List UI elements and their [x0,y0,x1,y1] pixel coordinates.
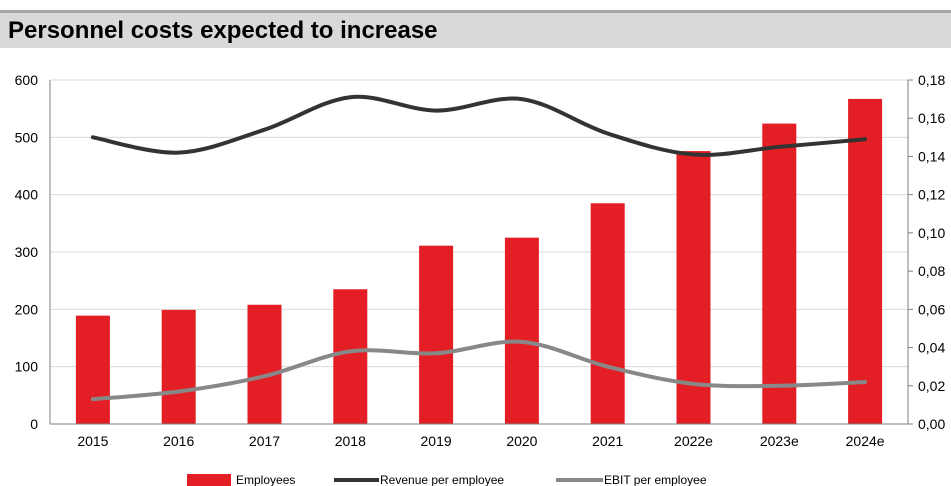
y-right-tick-label: 0,10 [918,225,945,241]
chart-title: Personnel costs expected to increase [8,17,438,44]
bar-employees [762,123,797,424]
legend-label-revenue: Revenue per employee [380,473,504,486]
bar-employees [676,151,711,425]
line-ebit-per-employee [90,339,868,402]
legend-label-ebit: EBIT per employee [604,473,707,486]
series-lines [90,94,868,402]
x-tick-label: 2018 [335,433,366,449]
x-tick-label: 2024e [846,433,885,449]
bar-employees [590,203,625,424]
bar-employees [75,315,110,424]
y-right-tick-label: 0,12 [918,187,945,203]
legend-label-employees: Employees [236,473,295,486]
y-right-tick-label: 0,00 [918,416,945,432]
title-bar: Personnel costs expected to increase [0,13,951,48]
y-left-tick-label: 400 [15,187,39,203]
bar-employees [161,309,196,424]
axes: 0 100 200 300 400 500 600 0,00 0,02 0,04 0,06 0,08 0… [15,72,946,449]
legend: Employees Revenue per employee EBIT per em… [187,473,707,486]
y-left-tick-label: 600 [15,72,39,88]
line-revenue-per-employee [90,94,868,157]
x-tick-label: 2021 [592,433,623,449]
y-right-tick-label: 0,14 [918,148,945,164]
bars-employees [75,98,883,425]
y-right-tick-label: 0,04 [918,340,945,356]
x-tick-label: 2015 [77,433,108,449]
bar-employees [848,98,883,425]
bar-employees [419,245,454,424]
y-right-tick-label: 0,08 [918,263,945,279]
y-left-tick-label: 0 [30,416,38,432]
x-tick-label: 2023e [760,433,799,449]
y-right-tick-label: 0,02 [918,378,945,394]
y-right-tick-label: 0,18 [918,72,945,88]
y-left-tick-label: 300 [15,244,39,260]
y-right-tick-label: 0,16 [918,110,945,126]
y-left-tick-label: 100 [15,359,39,375]
bar-employees [504,237,539,424]
bar-employees [247,304,282,424]
x-tick-label: 2020 [506,433,537,449]
y-right-tick-label: 0,06 [918,301,945,317]
x-tick-label: 2022e [674,433,713,449]
legend-swatch-employees [187,474,231,486]
y-left-tick-label: 200 [15,301,39,317]
y-left-tick-label: 500 [15,129,39,145]
title-top-rule [0,10,951,13]
bar-employees [333,289,368,424]
x-tick-label: 2016 [163,433,194,449]
x-tick-label: 2019 [421,433,452,449]
x-tick-label: 2017 [249,433,280,449]
